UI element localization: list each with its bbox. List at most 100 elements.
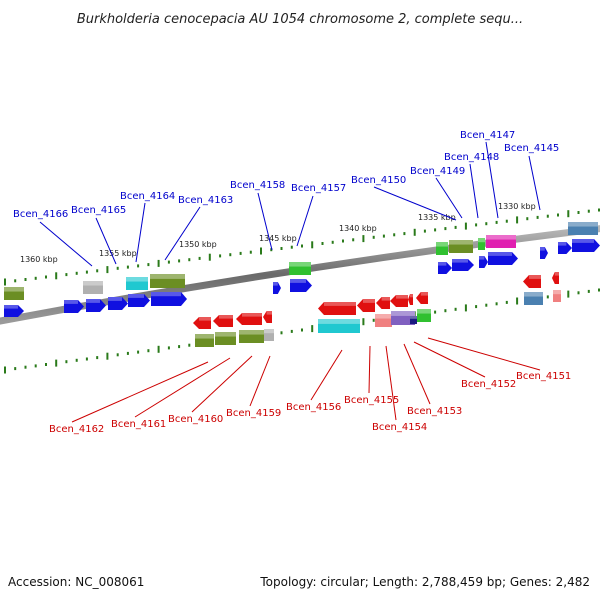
- major-tick: [55, 359, 58, 367]
- minor-tick: [34, 276, 37, 280]
- minor-tick: [24, 278, 27, 281]
- gene-label-bcen-4161[interactable]: Bcen_4161: [111, 419, 166, 430]
- minor-tick: [372, 235, 375, 239]
- gene-label-bcen-4150[interactable]: Bcen_4150: [351, 175, 406, 186]
- minor-tick: [423, 229, 426, 233]
- gene-arrow: [416, 292, 428, 304]
- leader-line: [249, 355, 271, 407]
- gene-arrow: [108, 297, 128, 310]
- gene-label-bcen-4151[interactable]: Bcen_4151: [516, 371, 571, 382]
- minor-tick: [167, 260, 170, 264]
- gene-feature: [410, 316, 417, 324]
- leader-line: [135, 202, 146, 263]
- major-tick: [516, 297, 519, 305]
- leader-line: [134, 357, 231, 418]
- major-tick: [208, 253, 211, 261]
- gene-arrow: [318, 302, 356, 315]
- minor-tick: [116, 353, 119, 357]
- gene-arrow: [236, 313, 262, 325]
- minor-tick: [14, 279, 17, 283]
- gene-label-bcen-4148[interactable]: Bcen_4148: [444, 152, 499, 163]
- scale-label: 1340 kbp: [339, 224, 377, 233]
- gene-arrow: [128, 294, 150, 307]
- major-tick: [260, 247, 262, 255]
- gene-label-bcen-4162[interactable]: Bcen_4162: [49, 424, 104, 435]
- minor-tick: [382, 234, 385, 238]
- gene-label-bcen-4164[interactable]: Bcen_4164: [120, 191, 175, 202]
- gene-label-bcen-4158[interactable]: Bcen_4158: [230, 180, 285, 191]
- minor-tick: [167, 346, 170, 350]
- leader-line: [296, 195, 314, 247]
- minor-tick: [229, 253, 232, 257]
- gene-arrow: [64, 300, 84, 313]
- minor-tick: [526, 217, 529, 221]
- gene-label-bcen-4153[interactable]: Bcen_4153: [407, 406, 462, 417]
- major-tick: [362, 318, 365, 326]
- major-tick: [106, 352, 109, 360]
- leader-line: [427, 337, 541, 371]
- gene-label-bcen-4152[interactable]: Bcen_4152: [461, 379, 516, 390]
- minor-tick: [475, 305, 478, 309]
- gene-arrow: [552, 272, 559, 284]
- gene-label-bcen-4154[interactable]: Bcen_4154: [372, 422, 427, 433]
- gene-arrow: [523, 275, 541, 288]
- scale-label: 1335 kbp: [418, 213, 456, 222]
- minor-tick: [475, 223, 478, 227]
- major-tick: [55, 272, 58, 280]
- minor-tick: [495, 220, 498, 224]
- scale-ticks: [4, 208, 600, 374]
- scale-label: 1360 kbp: [20, 255, 58, 264]
- major-tick: [157, 345, 160, 353]
- minor-tick: [96, 356, 99, 360]
- gene-arrow: [193, 317, 211, 329]
- gene-feature: [524, 292, 543, 305]
- gene-feature: [478, 238, 485, 250]
- minor-tick: [75, 271, 78, 275]
- gene-feature: [264, 329, 274, 341]
- minor-tick: [536, 215, 539, 219]
- leader-line: [485, 141, 499, 219]
- label-leader-lines: [39, 141, 541, 423]
- scale-label: 1345 kbp: [259, 234, 297, 243]
- gene-feature: [486, 235, 516, 248]
- minor-tick: [96, 269, 99, 273]
- gene-arrow: [488, 252, 518, 265]
- minor-tick: [75, 358, 78, 362]
- gene-label-bcen-4156[interactable]: Bcen_4156: [286, 402, 341, 413]
- gene-label-bcen-4149[interactable]: Bcen_4149: [410, 166, 465, 177]
- gene-label-bcen-4166[interactable]: Bcen_4166: [13, 209, 68, 220]
- minor-tick: [85, 270, 88, 274]
- major-tick: [157, 259, 160, 267]
- minor-tick: [444, 227, 447, 231]
- minor-tick: [126, 351, 129, 355]
- gene-label-bcen-4155[interactable]: Bcen_4155: [344, 395, 399, 406]
- scale-labels: 1360 kbp 1355 kbp 1350 kbp 1345 kbp 1340…: [20, 202, 536, 264]
- gene-label-bcen-4157[interactable]: Bcen_4157: [291, 183, 346, 194]
- minor-tick: [587, 289, 590, 293]
- gene-features: [4, 222, 600, 347]
- major-tick: [464, 304, 467, 312]
- leader-line: [385, 345, 397, 421]
- gene-label-bcen-4145[interactable]: Bcen_4145: [504, 143, 559, 154]
- leader-line: [71, 361, 209, 423]
- major-tick: [516, 216, 519, 224]
- gene-label-bcen-4165[interactable]: Bcen_4165: [71, 205, 126, 216]
- minor-tick: [546, 295, 549, 299]
- minor-tick: [239, 251, 242, 255]
- gene-arrow: [86, 299, 106, 312]
- scale-label: 1355 kbp: [99, 249, 137, 258]
- minor-tick: [147, 349, 150, 353]
- minor-tick: [280, 247, 283, 250]
- gene-arrow: [213, 315, 233, 327]
- page-title: Burkholderia cenocepacia AU 1054 chromos…: [77, 12, 523, 27]
- minor-tick: [65, 273, 68, 277]
- gene-label-bcen-4147[interactable]: Bcen_4147: [460, 130, 515, 141]
- minor-tick: [587, 209, 590, 213]
- gene-arrow: [479, 256, 488, 268]
- gene-label-bcen-4159[interactable]: Bcen_4159: [226, 408, 281, 419]
- gene-label-bcen-4163[interactable]: Bcen_4163: [178, 195, 233, 206]
- gene-feature: [126, 277, 148, 290]
- gene-label-bcen-4160[interactable]: Bcen_4160: [168, 414, 223, 425]
- gene-feature: [417, 309, 431, 322]
- major-tick: [106, 266, 109, 274]
